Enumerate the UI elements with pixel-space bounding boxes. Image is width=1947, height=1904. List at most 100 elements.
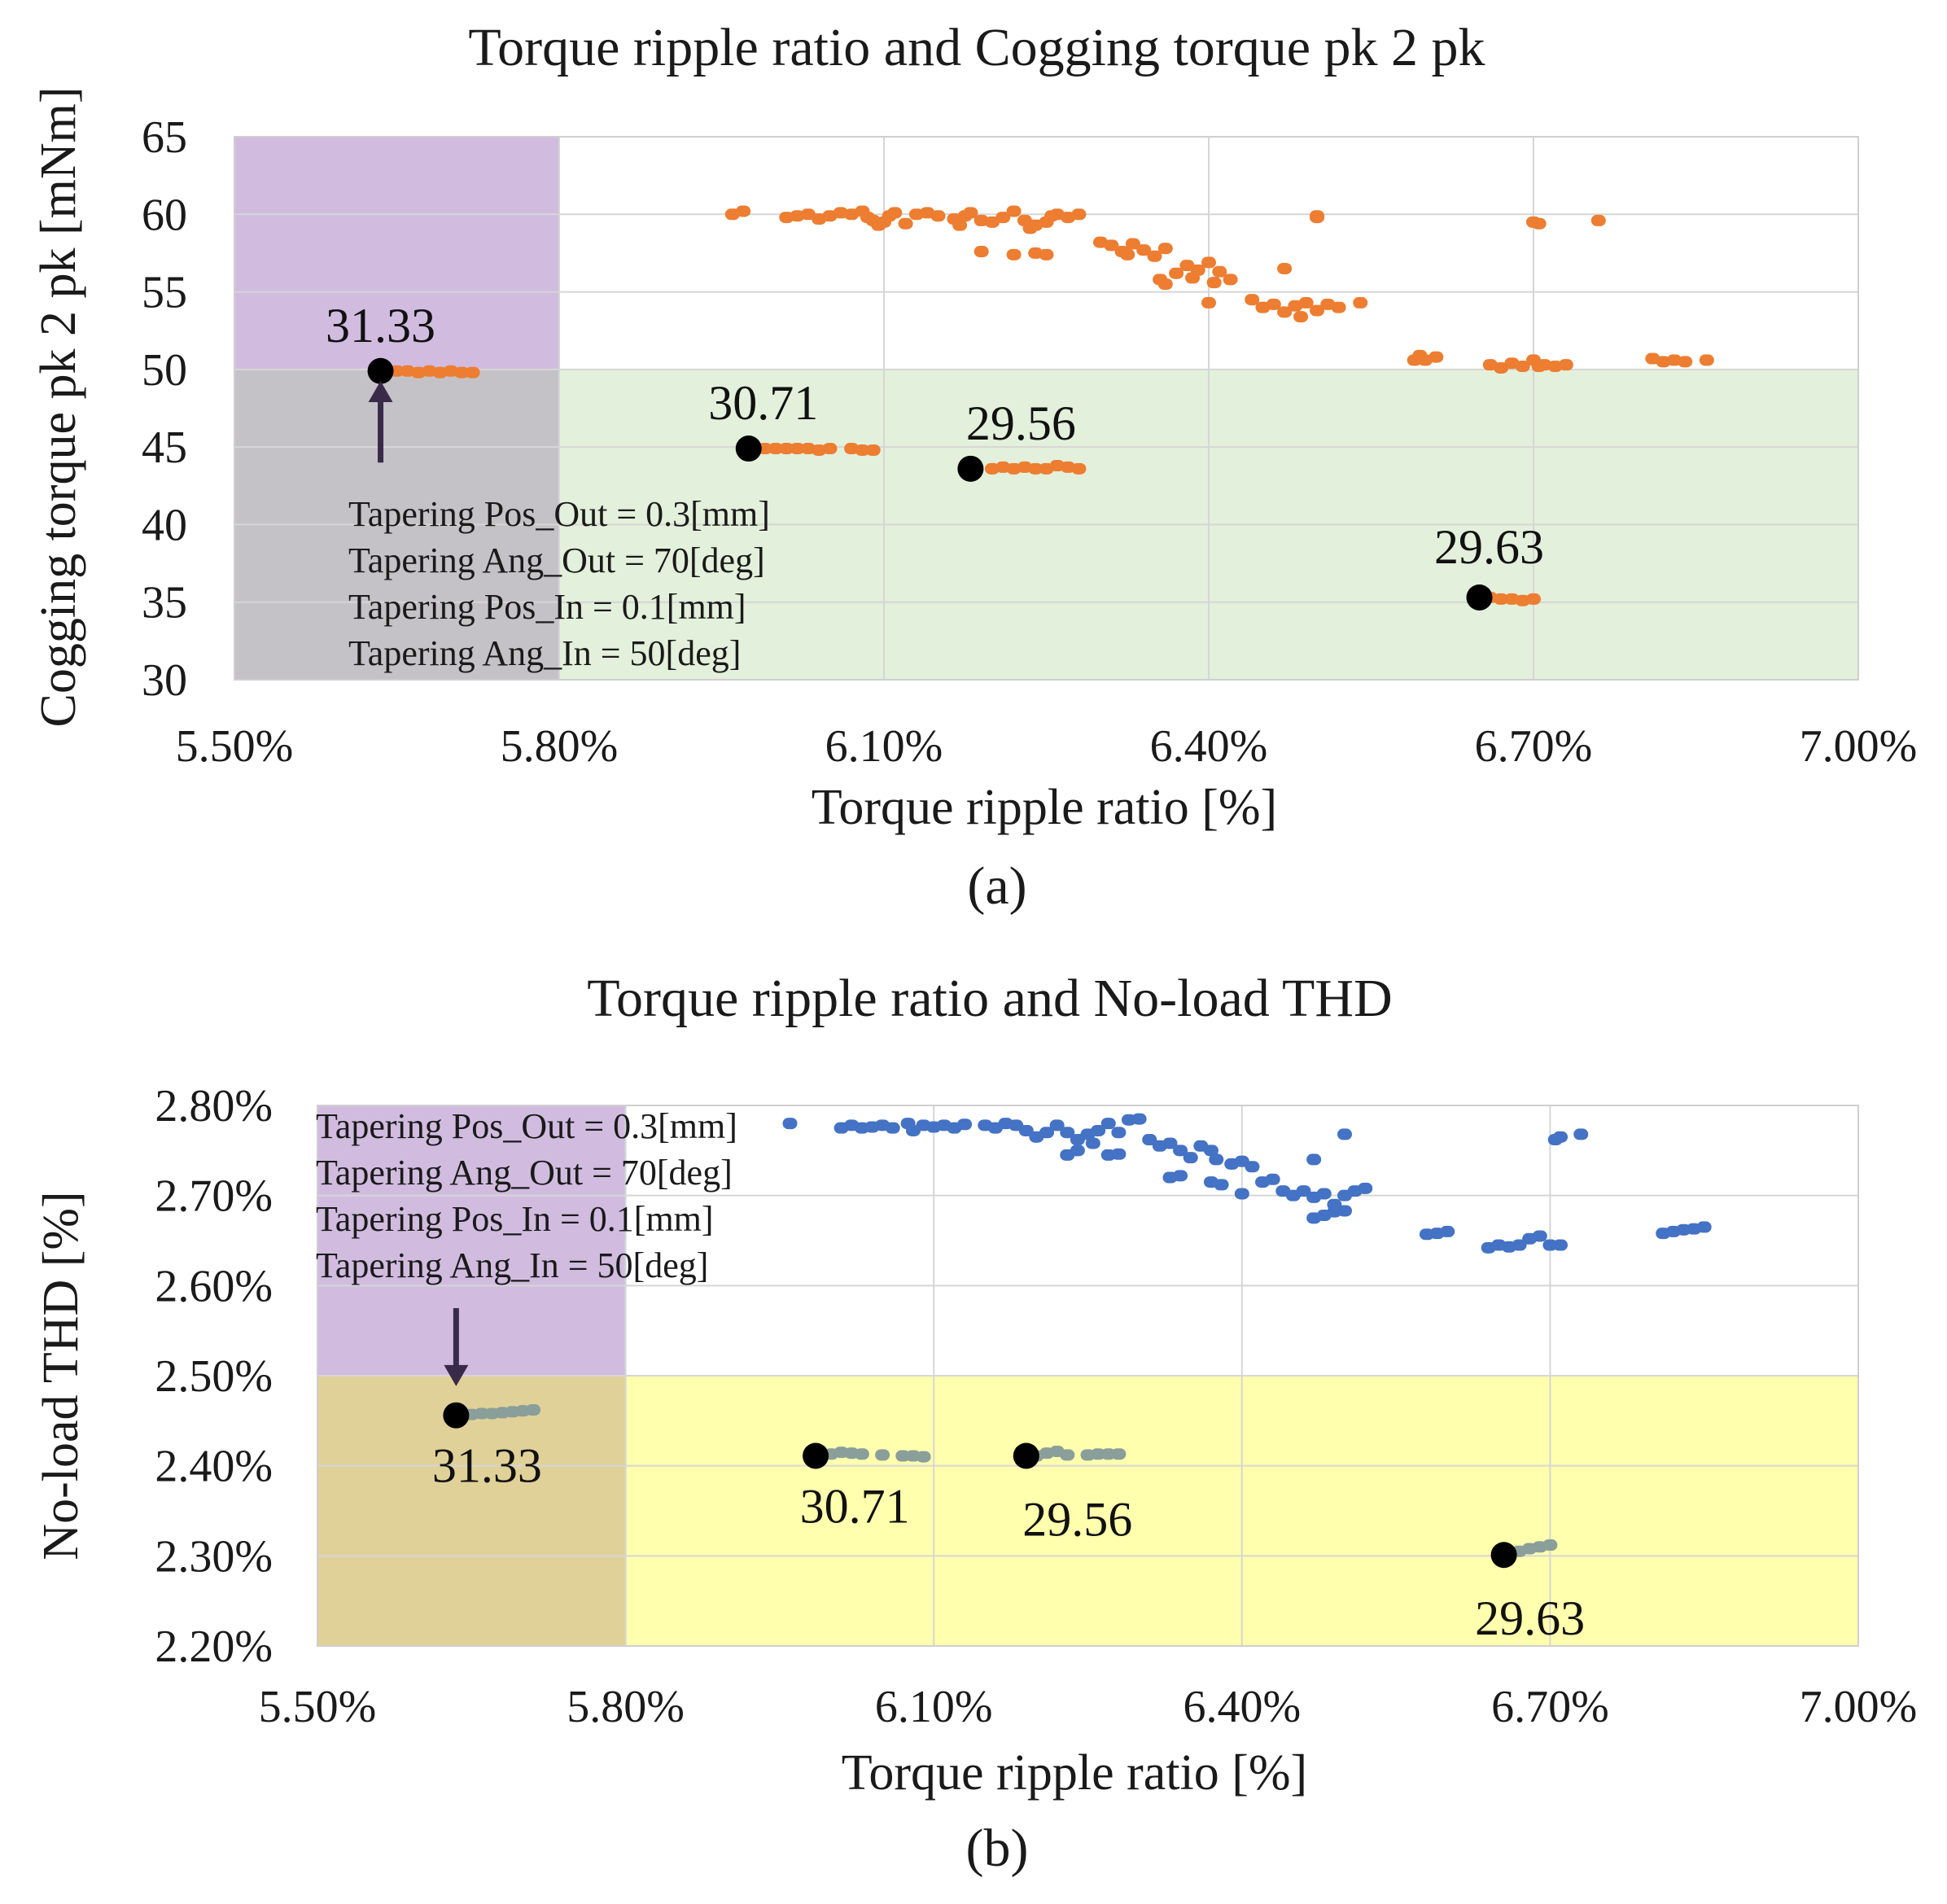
- data-point: [800, 208, 816, 221]
- chart-a-parameter-note: Tapering Ang_Out = 70[deg]: [348, 541, 765, 580]
- data-point: [1173, 1145, 1188, 1157]
- data-point: [1296, 1185, 1311, 1197]
- chart-a-highlight-label: 29.63: [1434, 520, 1544, 574]
- data-point: [1111, 1127, 1127, 1139]
- chart-a-frame: [234, 136, 1859, 681]
- data-point: [1678, 356, 1693, 368]
- chart-a-series-0: [378, 205, 1714, 606]
- data-point: [1542, 1539, 1558, 1552]
- chart-b-series-1: [453, 1404, 1558, 1560]
- chart-b-y-tick-label: 2.40%: [155, 1442, 273, 1492]
- data-point: [1125, 238, 1140, 250]
- data-point: [1590, 214, 1606, 226]
- data-point: [1553, 1239, 1569, 1251]
- chart-b-x-tick-label: 6.40%: [1183, 1682, 1301, 1732]
- data-point: [1018, 1124, 1034, 1136]
- data-point: [1201, 296, 1216, 309]
- data-point: [1039, 248, 1054, 260]
- data-point: [1169, 267, 1184, 279]
- chart-a: Torque ripple ratio and Cogging torque p…: [31, 18, 1917, 916]
- chart-b-parameter-note: Tapering Ang_Out = 70[deg]: [316, 1153, 733, 1193]
- chart-a-x-tick-label: 6.40%: [1150, 721, 1268, 772]
- data-point: [790, 443, 805, 455]
- data-point: [1277, 262, 1293, 274]
- data-point: [1206, 277, 1222, 289]
- data-point: [1060, 1127, 1075, 1139]
- data-point: [1085, 1137, 1100, 1149]
- chart-a-x-tick-label: 6.10%: [825, 721, 943, 772]
- data-point: [1699, 354, 1714, 366]
- data-point: [916, 1451, 931, 1463]
- chart-b: Torque ripple ratio and No-load THD No-l…: [33, 969, 1917, 1878]
- data-point: [526, 1404, 541, 1416]
- chart-a-title: Torque ripple ratio and Cogging torque p…: [468, 18, 1485, 77]
- data-point: [1131, 1113, 1147, 1125]
- chart-a-plot: 5.50% 5.80% 6.10% 6.40% 6.70% 7.00% 30 35 40 45 50…: [142, 112, 1917, 772]
- data-point: [1120, 248, 1135, 260]
- data-point: [1179, 260, 1195, 272]
- data-point: [1183, 1152, 1198, 1164]
- data-point: [1512, 1239, 1527, 1251]
- data-point: [1111, 1148, 1127, 1160]
- data-point: [1223, 274, 1238, 286]
- chart-b-caption: (b): [966, 1819, 1029, 1878]
- chart-a-x-tick-label: 5.80%: [501, 721, 619, 772]
- data-point: [1209, 1153, 1224, 1166]
- chart-b-highlight-label: 31.33: [432, 1439, 542, 1493]
- data-point: [1234, 1188, 1249, 1200]
- chart-b-title: Torque ripple ratio and No-load THD: [587, 969, 1392, 1028]
- chart-b-region-1: [317, 1376, 1858, 1646]
- data-point: [952, 219, 968, 231]
- data-point: [887, 207, 903, 219]
- chart-b-x-tick-label: 6.70%: [1491, 1682, 1609, 1732]
- data-point: [1147, 250, 1162, 262]
- data-point: [1201, 256, 1216, 269]
- chart-a-highlight-point: [1466, 584, 1493, 611]
- data-point: [1573, 1128, 1589, 1140]
- data-point: [963, 207, 978, 219]
- data-point: [855, 444, 870, 456]
- data-point: [1429, 351, 1444, 363]
- chart-a-y-tick-label: 30: [142, 655, 187, 706]
- data-point: [1049, 1119, 1065, 1131]
- data-point: [1266, 298, 1281, 310]
- data-point: [1214, 1179, 1229, 1191]
- data-point: [1100, 1118, 1116, 1130]
- chart-b-highlight-point: [1013, 1442, 1039, 1469]
- data-point: [1071, 208, 1087, 221]
- data-point: [1142, 1134, 1157, 1146]
- chart-a-x-tick-label: 6.70%: [1475, 721, 1593, 772]
- data-point: [1091, 1124, 1106, 1136]
- chart-a-y-tick-label: 45: [142, 422, 187, 473]
- chart-a-highlight-label: 31.33: [326, 299, 435, 352]
- chart-a-parameter-note: Tapering Pos_In = 0.1[mm]: [348, 587, 746, 627]
- data-point: [1157, 243, 1173, 255]
- chart-b-x-tick-label: 5.50%: [259, 1682, 377, 1732]
- data-point: [1039, 1127, 1055, 1139]
- chart-a-x-tick-label: 5.50%: [176, 721, 294, 772]
- data-point: [1245, 1161, 1260, 1173]
- data-point: [995, 212, 1011, 224]
- data-point: [1337, 1205, 1352, 1217]
- chart-a-y-tick-label: 40: [142, 500, 187, 550]
- data-point: [1298, 296, 1314, 309]
- data-point: [822, 443, 838, 455]
- chart-b-y-tick-label: 2.50%: [155, 1351, 273, 1402]
- data-point: [898, 217, 913, 230]
- chart-a-parameter-note: Tapering Pos_Out = 0.3[mm]: [348, 494, 770, 534]
- data-point: [1136, 244, 1152, 256]
- data-point: [1306, 1153, 1322, 1166]
- data-point: [1331, 301, 1346, 313]
- data-point: [1100, 1448, 1116, 1460]
- data-point: [1358, 1182, 1373, 1194]
- data-point: [1157, 278, 1173, 291]
- chart-b-highlight-label: 30.71: [800, 1479, 910, 1533]
- data-point: [1070, 1145, 1085, 1157]
- chart-b-y-tick-label: 2.80%: [155, 1081, 273, 1131]
- data-point: [1542, 1239, 1558, 1251]
- data-point: [985, 216, 1000, 228]
- chart-b-y-tick-label: 2.70%: [155, 1171, 273, 1222]
- data-point: [1310, 304, 1324, 317]
- chart-a-region-0: [234, 137, 559, 680]
- data-point: [782, 1118, 798, 1130]
